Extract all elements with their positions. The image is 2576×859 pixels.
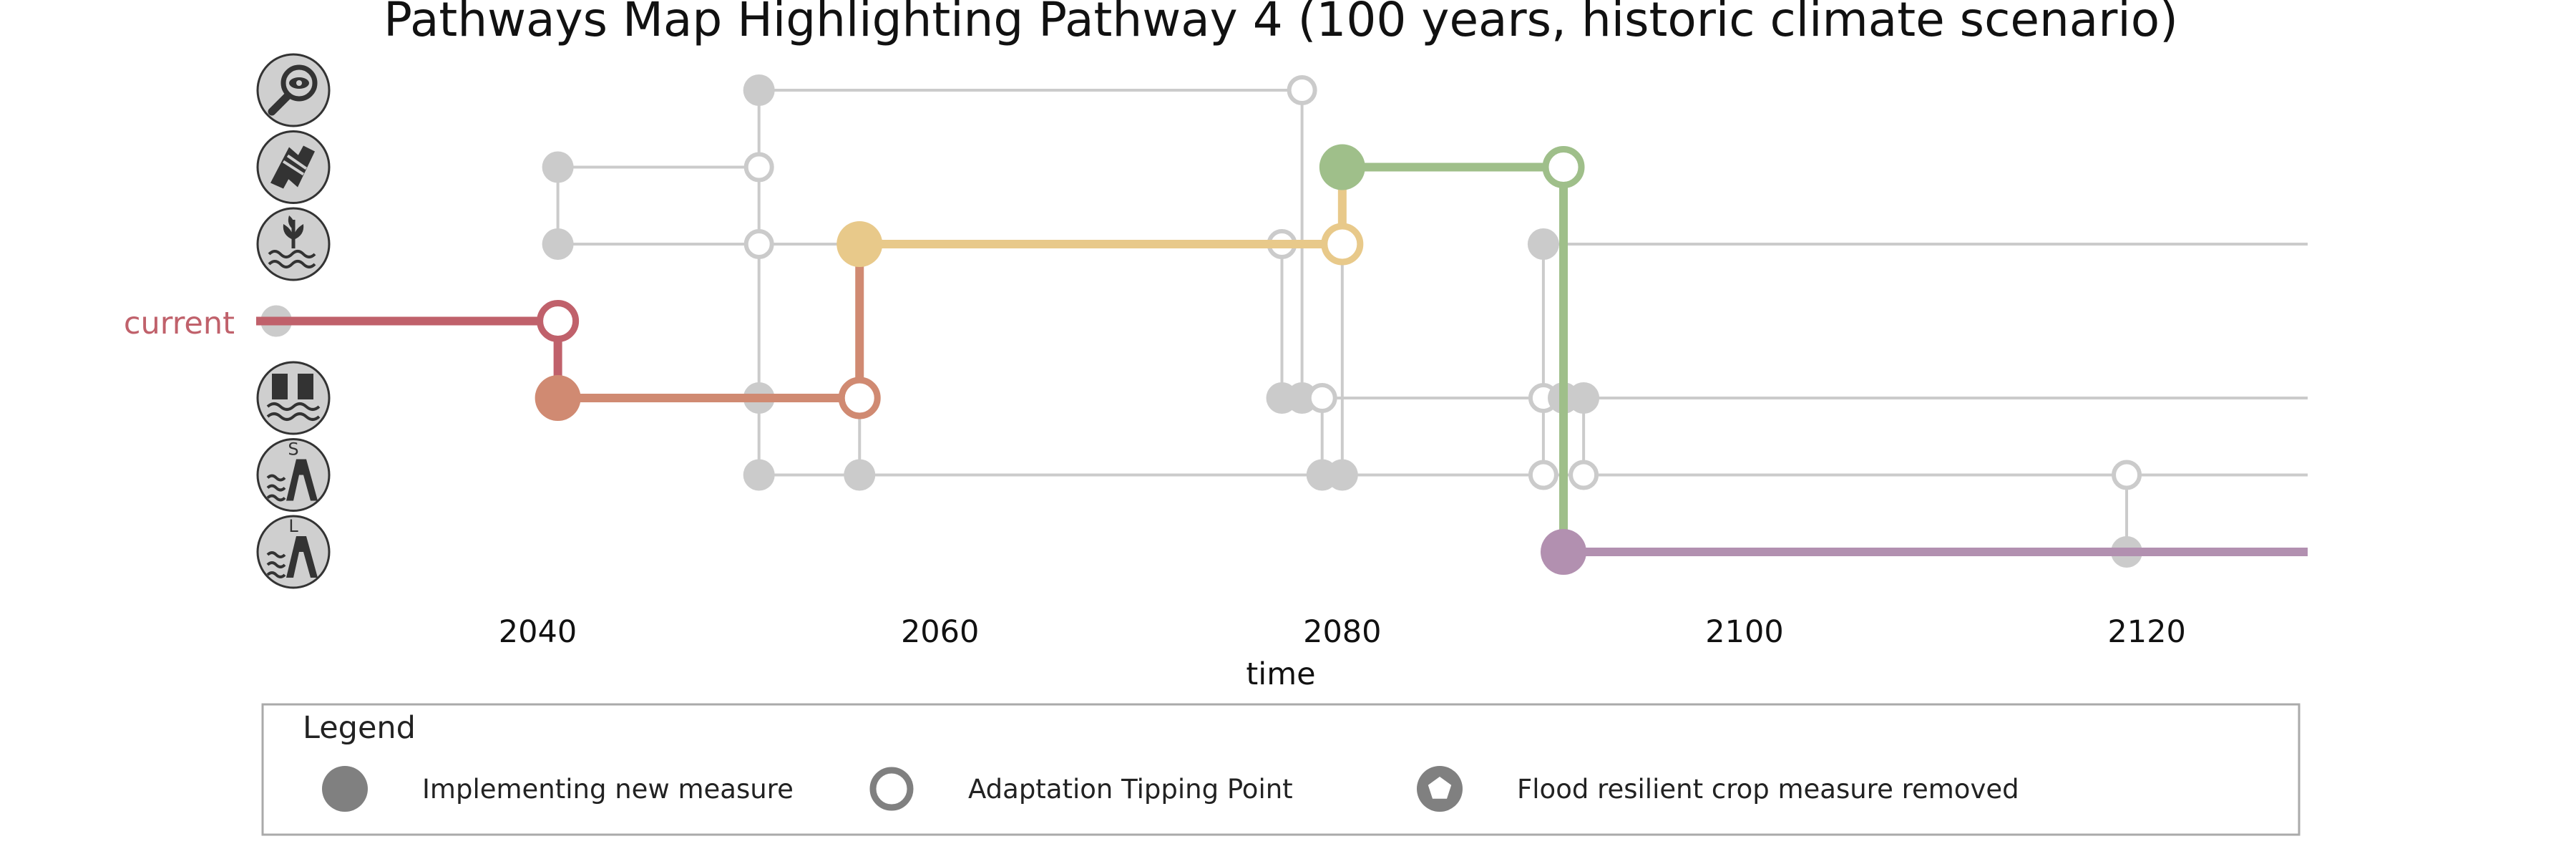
x-axis-ticks: 2040 2060 2080 2100 2120 <box>499 614 2186 650</box>
x-tick-label: 2120 <box>2107 614 2185 650</box>
implementation-point-marker <box>542 228 574 260</box>
wall-block-right <box>298 374 313 399</box>
implementation-point-marker <box>1541 529 1587 575</box>
implementation-point-marker <box>1527 228 1559 260</box>
legend-filled-circle-icon <box>322 766 368 812</box>
legend-label: Flood resilient crop measure removed <box>1517 774 2019 805</box>
x-axis-label: time <box>1246 656 1315 692</box>
icon-background <box>256 53 331 127</box>
implementation-point-marker <box>535 375 581 421</box>
x-tick-label: 2060 <box>901 614 979 650</box>
legend-open-circle-icon <box>869 767 914 811</box>
magnifier-lens <box>280 64 318 102</box>
small-dike-icon: S <box>256 438 331 512</box>
legend: Legend Implementing new measure Adaptatio… <box>261 703 2301 836</box>
water-waves <box>268 250 316 268</box>
tipping-point-marker <box>743 152 774 183</box>
flood-resilient-crop-icon <box>256 207 331 281</box>
implementation-point-marker <box>542 151 574 183</box>
finger-lines <box>282 154 308 176</box>
x-tick-label: 2040 <box>499 614 577 650</box>
water-waves <box>266 402 321 421</box>
wall-block-left <box>272 374 288 399</box>
monitoring-eye-icon <box>256 53 331 127</box>
implementation-point-marker <box>1319 144 1365 190</box>
tipping-point-marker <box>2112 460 2142 490</box>
water-waves <box>266 551 286 578</box>
x-tick-label: 2100 <box>1705 614 1783 650</box>
implementation-point-marker <box>1326 459 1358 491</box>
legend-pentagon-shape <box>1428 777 1452 799</box>
x-tick-label: 2080 <box>1303 614 1381 650</box>
tipping-point-marker <box>838 377 881 419</box>
eye-pupil <box>296 80 302 86</box>
legend-label: Implementing new measure <box>422 774 794 805</box>
hand-right <box>286 145 315 188</box>
measure-icons: SL <box>256 53 331 589</box>
tipping-point-marker <box>1321 223 1364 266</box>
dike-size-letter: S <box>288 440 298 460</box>
chart-title: Pathways Map Highlighting Pathway 4 (100… <box>384 0 2178 47</box>
implementation-point-marker <box>836 221 883 267</box>
water-waves <box>266 474 286 502</box>
implementation-point-marker <box>743 74 775 106</box>
tipping-point-marker <box>1542 146 1585 188</box>
current-label: current <box>124 306 235 341</box>
tipping-point-marker <box>1307 383 1337 413</box>
legend-title: Legend <box>303 710 416 746</box>
tipping-point-marker <box>1287 75 1317 105</box>
dike-shape <box>286 536 318 578</box>
implementation-point-marker <box>1568 382 1600 414</box>
hand-left <box>270 147 301 189</box>
legend-frame <box>261 703 2301 836</box>
floodwall-icon <box>256 361 331 435</box>
magnifier-handle <box>268 92 292 116</box>
tipping-point-marker <box>537 300 580 342</box>
implementation-point-marker <box>743 459 775 491</box>
tipping-point-marker <box>1528 460 1558 490</box>
dike-shape <box>286 459 318 501</box>
cooperation-handshake-icon <box>256 130 331 204</box>
crop-leaves <box>283 215 304 240</box>
tipping-point-marker <box>743 229 774 259</box>
legend-label: Adaptation Tipping Point <box>968 774 1293 805</box>
implementation-point-marker <box>844 459 876 491</box>
tipping-point-marker <box>1568 460 1599 490</box>
icon-background <box>256 361 331 435</box>
large-dike-icon: L <box>256 515 331 589</box>
dike-size-letter: L <box>288 516 298 536</box>
highlighted-pathway <box>256 144 2308 575</box>
